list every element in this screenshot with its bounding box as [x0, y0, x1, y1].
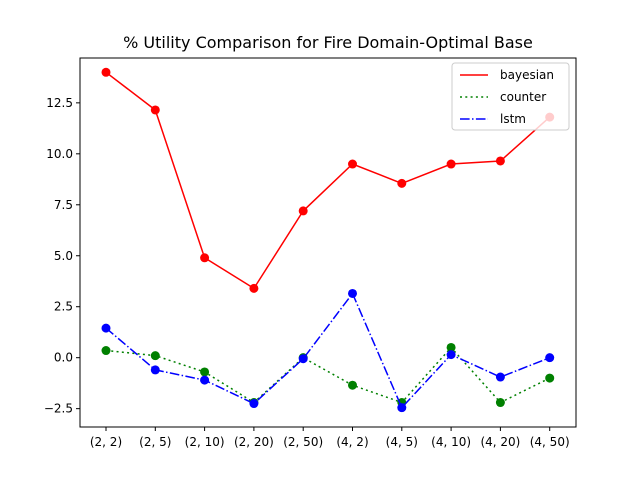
x-tick-label: (2, 50) [283, 435, 323, 449]
x-tick-label: (2, 20) [234, 435, 274, 449]
data-point-lstm [150, 365, 160, 375]
data-point-lstm [545, 353, 555, 363]
data-point-bayesian [298, 206, 308, 216]
y-tick-label: 5.0 [54, 249, 73, 263]
data-point-bayesian [150, 105, 160, 115]
plot-frame [79, 57, 577, 428]
data-point-counter [150, 351, 160, 361]
data-point-bayesian [495, 156, 505, 166]
data-point-bayesian [446, 159, 456, 169]
data-point-counter [495, 398, 505, 408]
y-tick-label: 2.5 [54, 300, 73, 314]
data-point-bayesian [249, 283, 259, 293]
data-point-counter [101, 346, 111, 356]
x-tick-label: (4, 10) [431, 435, 471, 449]
x-tick-label: (2, 5) [139, 435, 171, 449]
chart-title: % Utility Comparison for Fire Domain-Opt… [123, 33, 533, 52]
y-tick-label: 10.0 [46, 147, 73, 161]
data-point-bayesian [200, 253, 210, 263]
x-tick-label: (4, 20) [480, 435, 520, 449]
y-tick-label: 12.5 [46, 96, 73, 110]
y-tick-label: 7.5 [54, 198, 73, 212]
data-point-lstm [495, 372, 505, 382]
data-point-bayesian [348, 159, 357, 169]
plot-area [101, 67, 555, 413]
axes: (2, 2) (2, 5) (2, 10) (2, 20) (2, 50) (4, 2) (… [44, 96, 570, 449]
y-tick-label: −2.5 [44, 402, 73, 416]
data-point-lstm [200, 375, 210, 385]
data-point-counter [200, 367, 210, 377]
data-point-lstm [397, 403, 407, 413]
series-line-bayesian [105, 71, 551, 290]
data-point-lstm [446, 350, 456, 360]
data-point-counter [545, 373, 555, 383]
data-point-counter [348, 380, 357, 390]
legend-label-bayesian: bayesian [500, 68, 554, 82]
data-point-lstm [348, 288, 357, 298]
data-point-bayesian [101, 67, 111, 77]
legend-label-lstm: lstm [500, 112, 526, 126]
data-point-counter [446, 342, 456, 352]
y-tick-label: 0.0 [54, 351, 73, 365]
legend-box [451, 62, 570, 131]
x-tick-label: (2, 10) [185, 435, 225, 449]
data-point-lstm [101, 323, 111, 333]
x-tick-label: (2, 2) [90, 435, 122, 449]
data-point-lstm [249, 399, 259, 409]
x-tick-label: (4, 50) [530, 435, 570, 449]
series-line-lstm [105, 292, 550, 409]
legend: bayesian counter lstm [451, 62, 570, 131]
data-point-lstm [298, 354, 308, 364]
series-line-counter [105, 346, 551, 404]
x-tick-label: (4, 2) [336, 435, 368, 449]
data-point-bayesian [397, 178, 407, 188]
legend-label-counter: counter [500, 90, 546, 104]
x-tick-label: (4, 5) [386, 435, 418, 449]
